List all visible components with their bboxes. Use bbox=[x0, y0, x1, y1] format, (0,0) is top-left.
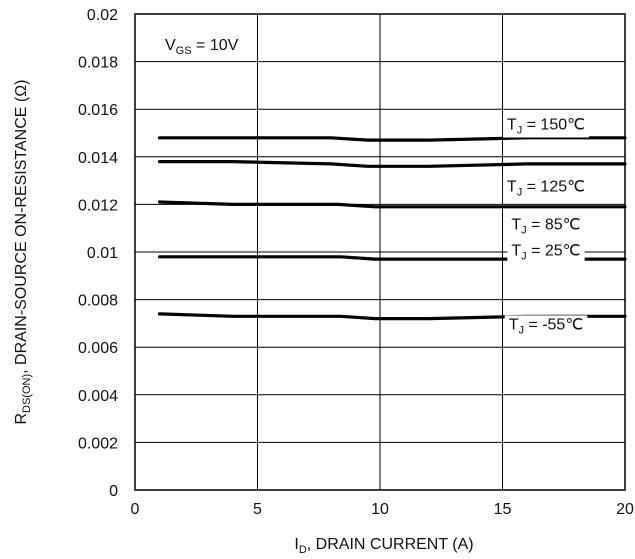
series-label: TJ = 25℃ bbox=[507, 241, 585, 264]
series-label-sub: J bbox=[521, 224, 527, 236]
y-tick-label: 0.008 bbox=[78, 293, 118, 310]
vgs-main: V bbox=[165, 37, 176, 54]
series-label-bg bbox=[502, 177, 590, 200]
vgs-annotation-text: VGS = 10V bbox=[165, 37, 239, 57]
series-line bbox=[157, 136, 627, 142]
y-tick-label: 0.012 bbox=[78, 197, 118, 214]
series-label-rest: = 25℃ bbox=[527, 243, 581, 260]
series-label-sub: J bbox=[517, 186, 523, 198]
series-labels: TJ = 150℃TJ = 125℃TJ = 85℃TJ = 25℃TJ = -… bbox=[502, 115, 590, 338]
series-label: TJ = -55℃ bbox=[504, 315, 588, 338]
x-axis-title-main: I bbox=[294, 536, 298, 553]
y-tick-label: 0 bbox=[109, 483, 118, 500]
series-label-main: T bbox=[511, 216, 521, 233]
y-axis-title: RDS(ON), DRAIN-SOURCE ON-RESISTANCE (Ω) bbox=[13, 79, 33, 424]
series-label-rest: = -55℃ bbox=[524, 316, 583, 333]
y-tick-label: 0.018 bbox=[78, 55, 118, 72]
x-axis-title-rest: , DRAIN CURRENT (A) bbox=[307, 536, 474, 553]
y-axis-title-rest: , DRAIN-SOURCE ON-RESISTANCE (Ω) bbox=[13, 79, 30, 373]
vgs-sub: GS bbox=[176, 45, 192, 57]
y-tick-label: 0.014 bbox=[78, 150, 118, 167]
series-label-main: T bbox=[511, 243, 521, 260]
series-label: TJ = 125℃ bbox=[502, 177, 590, 200]
series-label-text: TJ = -55℃ bbox=[509, 316, 584, 336]
x-tick-label: 20 bbox=[616, 501, 634, 518]
y-tick-label: 0.01 bbox=[87, 245, 118, 262]
y-tick-label: 0.02 bbox=[87, 7, 118, 24]
vgs-rest: = 10V bbox=[192, 37, 239, 54]
series-label: TJ = 85℃ bbox=[507, 215, 585, 238]
x-tick-label: 15 bbox=[494, 501, 512, 518]
plot-frame bbox=[134, 13, 626, 491]
series-label-text: TJ = 150℃ bbox=[507, 116, 585, 136]
y-tick-label: 0.004 bbox=[78, 388, 118, 405]
series-label-bg bbox=[504, 315, 588, 338]
x-tick-label: 5 bbox=[253, 501, 262, 518]
y-tick-label: 0.002 bbox=[78, 435, 118, 452]
series-label-sub: J bbox=[518, 324, 524, 336]
series-line bbox=[157, 200, 627, 209]
y-tick-label: 0.016 bbox=[78, 102, 118, 119]
series-label-main: T bbox=[507, 116, 517, 133]
series-label-main: T bbox=[509, 316, 519, 333]
curves bbox=[157, 136, 627, 321]
grid bbox=[135, 14, 625, 490]
series-label-rest: = 150℃ bbox=[522, 116, 585, 133]
series-line bbox=[157, 160, 627, 168]
x-tick-label: 0 bbox=[131, 501, 140, 518]
series-label-text: TJ = 25℃ bbox=[511, 243, 580, 263]
series-label-sub: J bbox=[517, 124, 523, 136]
series-label-bg bbox=[502, 115, 590, 138]
series-label-rest: = 125℃ bbox=[522, 178, 585, 195]
series-label-bg bbox=[507, 215, 585, 238]
series-label-main: T bbox=[507, 178, 517, 195]
series-label: TJ = 150℃ bbox=[502, 115, 590, 138]
x-tick-label: 10 bbox=[371, 501, 389, 518]
series-label-sub: J bbox=[521, 251, 527, 263]
series-label-rest: = 85℃ bbox=[527, 216, 581, 233]
x-axis-title-sub: D bbox=[299, 544, 307, 556]
y-axis-title-main: R bbox=[13, 413, 30, 425]
y-tick-label: 0.006 bbox=[78, 340, 118, 357]
series-label-text: TJ = 125℃ bbox=[507, 178, 585, 198]
tick-labels: 0 5 10 15 20 0 0.002 0.004 0.006 0.008 0.01 0.012 0.… bbox=[78, 7, 634, 518]
y-axis-title-sub: DS(ON) bbox=[21, 374, 33, 413]
x-axis-title: ID, DRAIN CURRENT (A) bbox=[294, 536, 473, 556]
series-label-text: TJ = 85℃ bbox=[511, 216, 580, 236]
series-label-bg bbox=[507, 241, 585, 264]
vgs-annotation-bg bbox=[160, 35, 244, 59]
vgs-annotation: VGS = 10V bbox=[160, 35, 244, 59]
